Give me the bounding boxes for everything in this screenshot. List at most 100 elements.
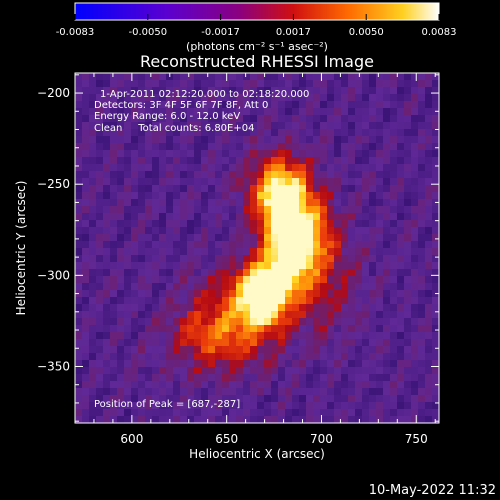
heatmap-cell	[187, 171, 195, 179]
heatmap-cell	[355, 283, 363, 291]
heatmap-cell	[327, 227, 335, 235]
heatmap-cell	[222, 136, 230, 144]
heatmap-cell	[82, 94, 90, 102]
heatmap-cell	[124, 416, 132, 423]
heatmap-cell	[425, 136, 433, 144]
heatmap-cell	[418, 192, 426, 200]
heatmap-cell	[82, 115, 90, 123]
heatmap-cell	[96, 234, 104, 242]
heatmap-cell	[404, 269, 412, 277]
heatmap-cell	[222, 388, 230, 396]
heatmap-cell	[208, 409, 216, 417]
heatmap-cell	[250, 374, 258, 382]
heatmap-cell	[145, 325, 153, 333]
heatmap-cell	[313, 374, 321, 382]
heatmap-cell	[194, 409, 202, 417]
heatmap-cell	[362, 136, 370, 144]
heatmap-cell	[348, 269, 356, 277]
heatmap-cell	[117, 311, 125, 319]
heatmap-cell	[418, 297, 426, 305]
heatmap-cell	[432, 332, 439, 340]
heatmap-cell	[271, 283, 279, 291]
heatmap-cell	[334, 227, 342, 235]
heatmap-cell	[159, 290, 167, 298]
heatmap-cell	[404, 157, 412, 165]
heatmap-cell	[411, 241, 419, 249]
heatmap-cell	[159, 171, 167, 179]
heatmap-cell	[369, 80, 377, 88]
heatmap-cell	[75, 276, 83, 284]
heatmap-cell	[222, 129, 230, 137]
heatmap-cell	[285, 108, 293, 116]
heatmap-cell	[362, 157, 370, 165]
heatmap-cell	[215, 269, 223, 277]
heatmap-cell	[110, 213, 118, 221]
heatmap-cell	[173, 290, 181, 298]
heatmap-cell	[285, 388, 293, 396]
heatmap-cell	[355, 409, 363, 417]
heatmap-cell	[222, 360, 230, 368]
heatmap-cell	[299, 227, 307, 235]
heatmap-cell	[215, 185, 223, 193]
heatmap-cell	[96, 360, 104, 368]
heatmap-cell	[292, 332, 300, 340]
heatmap-cell	[173, 143, 181, 151]
heatmap-cell	[306, 234, 314, 242]
heatmap-cell	[432, 241, 439, 249]
heatmap-cell	[334, 206, 342, 214]
heatmap-cell	[292, 171, 300, 179]
heatmap-cell	[96, 283, 104, 291]
heatmap-cell	[173, 388, 181, 396]
heatmap-cell	[236, 325, 244, 333]
heatmap-cell	[152, 206, 160, 214]
heatmap-cell	[285, 395, 293, 403]
heatmap-cell	[285, 136, 293, 144]
heatmap-cell	[425, 353, 433, 361]
heatmap-cell	[243, 416, 251, 423]
heatmap-cell	[299, 122, 307, 130]
heatmap-cell	[75, 241, 83, 249]
heatmap-cell	[96, 353, 104, 361]
heatmap-cell	[327, 346, 335, 354]
heatmap-cell	[355, 143, 363, 151]
heatmap-cell	[411, 381, 419, 389]
heatmap-cell	[376, 381, 384, 389]
heatmap-cell	[341, 178, 349, 186]
heatmap-cell	[341, 346, 349, 354]
heatmap-cell	[404, 388, 412, 396]
heatmap-cell	[355, 108, 363, 116]
heatmap-cell	[222, 325, 230, 333]
heatmap-cell	[103, 129, 111, 137]
heatmap-cell	[257, 255, 265, 263]
heatmap-cell	[215, 283, 223, 291]
heatmap-cell	[103, 290, 111, 298]
heatmap-cell	[306, 171, 314, 179]
heatmap-cell	[292, 255, 300, 263]
heatmap-cell	[208, 346, 216, 354]
heatmap-cell	[383, 353, 391, 361]
heatmap-cell	[278, 157, 286, 165]
heatmap-cell	[271, 234, 279, 242]
heatmap-cell	[320, 80, 328, 88]
heatmap-cell	[250, 206, 258, 214]
heatmap-cell	[264, 297, 272, 305]
heatmap-cell	[390, 311, 398, 319]
heatmap-cell	[82, 395, 90, 403]
heatmap-cell	[341, 402, 349, 410]
heatmap-cell	[390, 157, 398, 165]
heatmap-cell	[75, 157, 83, 165]
heatmap-cell	[229, 395, 237, 403]
heatmap-cell	[229, 304, 237, 312]
heatmap-cell	[341, 73, 349, 81]
heatmap-cell	[173, 346, 181, 354]
heatmap-cell	[194, 269, 202, 277]
heatmap-cell	[376, 185, 384, 193]
heatmap-cell	[110, 360, 118, 368]
heatmap-cell	[159, 318, 167, 326]
heatmap-cell	[159, 388, 167, 396]
heatmap-cell	[278, 395, 286, 403]
heatmap-cell	[362, 276, 370, 284]
heatmap-cell	[180, 164, 188, 172]
heatmap-cell	[383, 304, 391, 312]
heatmap-cell	[411, 283, 419, 291]
